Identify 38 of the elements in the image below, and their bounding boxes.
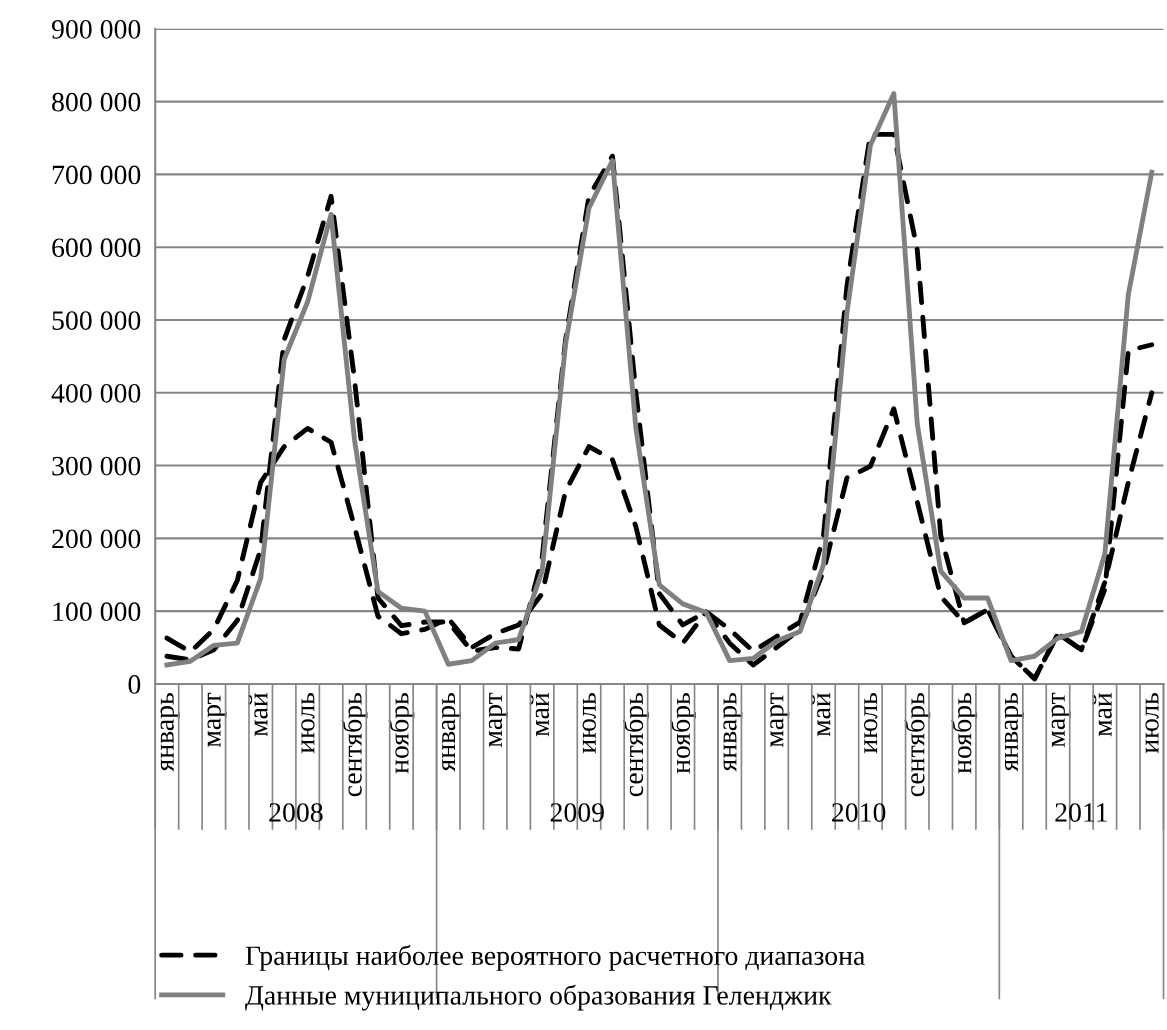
x-tick-label: май xyxy=(1092,692,1112,737)
text: 2008 xyxy=(269,803,323,822)
y-tick-label: 600 000 xyxy=(52,238,141,258)
x-tick-label: июль xyxy=(863,693,878,754)
y-tick-label: 100 000 xyxy=(53,602,141,622)
legend-label: Данные муниципального образования Геленджик xyxy=(245,984,832,1011)
x-tick-label: март xyxy=(207,692,227,747)
x-tick-label: июль xyxy=(1145,693,1159,754)
x-tick-label: март xyxy=(488,692,508,747)
x-tick-label: январь xyxy=(1004,693,1024,772)
x-tick-label: январь xyxy=(441,693,461,772)
x-tick-label: март xyxy=(1051,692,1071,747)
x-tick-label: сентябрь xyxy=(623,693,649,797)
y-tick-label: 400 000 xyxy=(51,383,141,403)
x-tick-label: ноябрь xyxy=(951,693,978,774)
x-tick-label: ноябрь xyxy=(669,693,696,774)
x-tick-label: март xyxy=(770,692,790,747)
x-tick-label: июль xyxy=(582,693,596,754)
x-tick-label: январь xyxy=(723,693,743,772)
y-tick-label: 800 000 xyxy=(52,92,141,112)
text: 2011 xyxy=(1055,803,1108,822)
x-tick-label: июль xyxy=(301,693,315,754)
x-tick-label: ноябрь xyxy=(388,693,415,774)
y-tick-label: 900 000 xyxy=(51,20,141,39)
x-tick-label: май xyxy=(811,692,831,737)
y-tick-label: 0 xyxy=(128,675,141,694)
y-tick-label: 700 000 xyxy=(52,165,141,185)
x-tick-label: сентябрь xyxy=(341,693,368,797)
x-tick-label: май xyxy=(248,692,268,737)
x-tick-label: январь xyxy=(160,693,180,772)
x-tick-label: сентябрь xyxy=(904,693,931,797)
y-tick-label: 500 000 xyxy=(52,311,141,330)
x-tick-label: май xyxy=(529,692,550,737)
y-tick-label: 200 000 xyxy=(52,529,141,549)
legend-label: Границы наиболее вероятного расчетного диапазона xyxy=(245,944,865,971)
text: 2010 xyxy=(832,803,886,822)
text: 2009 xyxy=(550,803,604,822)
y-tick-label: 300 000 xyxy=(52,456,141,476)
